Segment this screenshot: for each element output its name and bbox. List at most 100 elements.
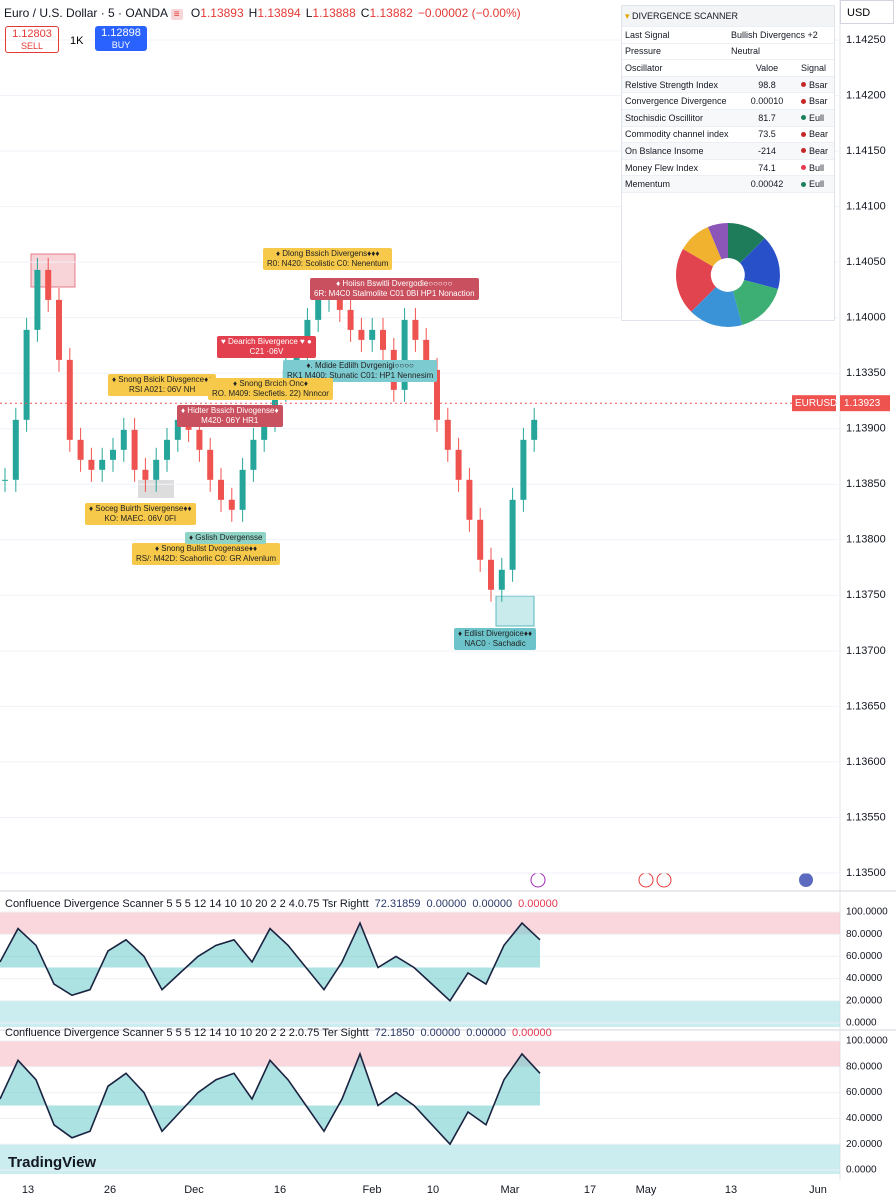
price-tick-label: 1.14250 (846, 34, 886, 46)
time-label: Feb (363, 1184, 382, 1196)
price-tick-label: 1.13650 (846, 700, 886, 712)
annotation: ♦ Snong Bullst Dvogenase♦♦ RS/: M42D: Sca… (132, 543, 281, 565)
signal-text: Bear (809, 145, 829, 156)
time-label: 26 (104, 1184, 116, 1196)
indicator-title: Confluence Divergence Scanner 5 5 5 12 1… (5, 1027, 552, 1039)
price-tick-label: 1.13700 (846, 645, 886, 657)
symbol-header: Euro / U.S. Dollar · 5 · OANDA ≡ O1.1389… (4, 6, 521, 20)
annotation-line: ♦ Snong Bsicik Divsgence♦♦ (112, 375, 213, 384)
candle-body (12, 419, 19, 480)
oscillator-value: 0.00010 (750, 96, 784, 107)
osc-tick-label: 60.0000 (846, 1087, 883, 1098)
time-label: 10 (427, 1184, 439, 1196)
event-icon[interactable] (530, 872, 546, 888)
oscillator-value: 73.5 (758, 129, 776, 140)
signal-text: Eull (809, 112, 825, 123)
oscillator-name: Stochisdic Oscillitor (625, 112, 704, 123)
scanner-row: Commodity channel index 73.5 Bear (622, 127, 834, 144)
current-price: 1.13923 (844, 398, 881, 409)
scanner-summary-row: Last Signal Bullish Divergencs +2 (622, 27, 834, 44)
candle-body (369, 329, 376, 340)
price-tick-label: 1.13750 (846, 589, 886, 601)
indicator-reading: 72.1850 (375, 1027, 415, 1039)
indicator-reading: 0.00000 (512, 1027, 552, 1039)
candle-body (488, 559, 494, 590)
signal-text: Eull (809, 179, 825, 190)
time-label: Mar (501, 1184, 520, 1196)
candle-body (455, 449, 462, 480)
candle-body (239, 469, 246, 510)
annotation: ♦ Snong Brcich Onc♦ RO. M409: Slecfietls.… (208, 378, 333, 400)
annotation-line: ♦ Dlong Bssich Divergens♦♦♦ (275, 249, 380, 258)
price-tick-label: 1.14200 (846, 89, 886, 101)
summary-value: Neutral (731, 46, 761, 57)
scanner-row: Money Flew Index 74.1 Bull (622, 160, 834, 177)
annotation: ♦ Soceg Buirth Sivergense♦♦ KO: MAEC. 06V… (85, 503, 196, 525)
brand-logo[interactable]: TradingView (8, 1154, 97, 1171)
candle-body (315, 299, 322, 320)
oscillator-value: 81.7 (758, 112, 776, 123)
sell-label: SELL (20, 41, 44, 51)
oscillator-fill (0, 1053, 540, 1145)
scanner-title-text: DIVERGENCE SCANNER (632, 11, 739, 21)
signal-dot (801, 148, 806, 154)
candle-body (196, 429, 203, 450)
candle-body (56, 299, 62, 360)
indicator-toggle[interactable]: ≡ (170, 9, 183, 20)
overbought-zone (0, 1041, 840, 1067)
candle-body (34, 269, 41, 330)
indicator-name: Confluence Divergence Scanner 5 5 5 12 1… (5, 1027, 369, 1039)
osc-tick-label: 20.0000 (846, 995, 883, 1006)
event-icon[interactable] (638, 872, 654, 888)
scanner-row: Mementum 0.00042 Eull (622, 176, 834, 193)
candle-body (423, 339, 430, 370)
buy-button[interactable]: 1.12898 BUY (95, 26, 147, 51)
osc-tick-label: 100.0000 (846, 907, 888, 918)
price-tick-label: 1.14150 (846, 145, 886, 157)
candle-body (531, 419, 538, 440)
annotation-line: C21 ·06V (249, 347, 284, 356)
ohlc-key: L (305, 6, 313, 20)
donut-slice (683, 226, 722, 267)
donut-slice (733, 279, 778, 325)
currency-selector[interactable]: USD (840, 0, 894, 24)
ohlc-key: O (190, 6, 201, 20)
oscillator-value: -214 (757, 145, 776, 156)
indicator-reading: 0.00000 (420, 1027, 460, 1039)
annotation-line: ♥ Dearich Bivergence ♥ ● (221, 337, 312, 346)
signal: Bsar (801, 96, 831, 106)
candle-body (293, 349, 300, 370)
event-icon[interactable] (799, 873, 813, 887)
annotation-line: 6R: M4C0 Stalmolite C01 0BI HP1 Nonactio… (314, 289, 475, 298)
oscillator-line (0, 921, 541, 1003)
annotation-line: RSI A021: 06V NH (129, 385, 196, 394)
donut-slice (728, 222, 765, 263)
indicator-reading: 0.00000 (472, 898, 512, 910)
annotation-line: RO. M409: Slecfietls. 22) Nnncor (212, 389, 329, 398)
scanner-summary-row: Pressure Neutral (622, 44, 834, 61)
candle-body (99, 459, 106, 470)
sell-button[interactable]: 1.12803 SELL (5, 26, 59, 53)
summary-key: Pressure (625, 46, 662, 57)
candle-body (218, 479, 224, 500)
osc-tick-label: 20.0000 (846, 1139, 883, 1150)
ohlc: O1.13893 H1.13894 L1.13888 C1.13882 −0.00002… (186, 6, 521, 20)
column-header: Valoe (755, 62, 779, 73)
signal-text: Bsar (809, 79, 828, 90)
donut-slice (675, 248, 716, 312)
candle-body (142, 469, 149, 480)
candle-body (466, 479, 473, 520)
symbol-title[interactable]: Euro / U.S. Dollar · 5 · OANDA (4, 6, 168, 20)
candle-body (164, 439, 170, 460)
time-label: May (636, 1184, 657, 1196)
annotation: ♦ Snong Bsicik Divsgence♦♦ RSI A021: 06V … (108, 374, 217, 396)
oscillator-value: 0.00042 (750, 179, 784, 190)
ohlc-value: 1.13888 (312, 6, 356, 20)
signal-text: Bsar (809, 96, 828, 107)
candle-body (380, 329, 386, 350)
annotation: ♦ Dlong Bssich Divergens♦♦♦ R0: N420: Sco… (263, 248, 393, 270)
event-icon[interactable] (656, 872, 672, 888)
price-tick-label: 1.13600 (846, 756, 886, 768)
quantity[interactable]: 1K (70, 35, 84, 47)
